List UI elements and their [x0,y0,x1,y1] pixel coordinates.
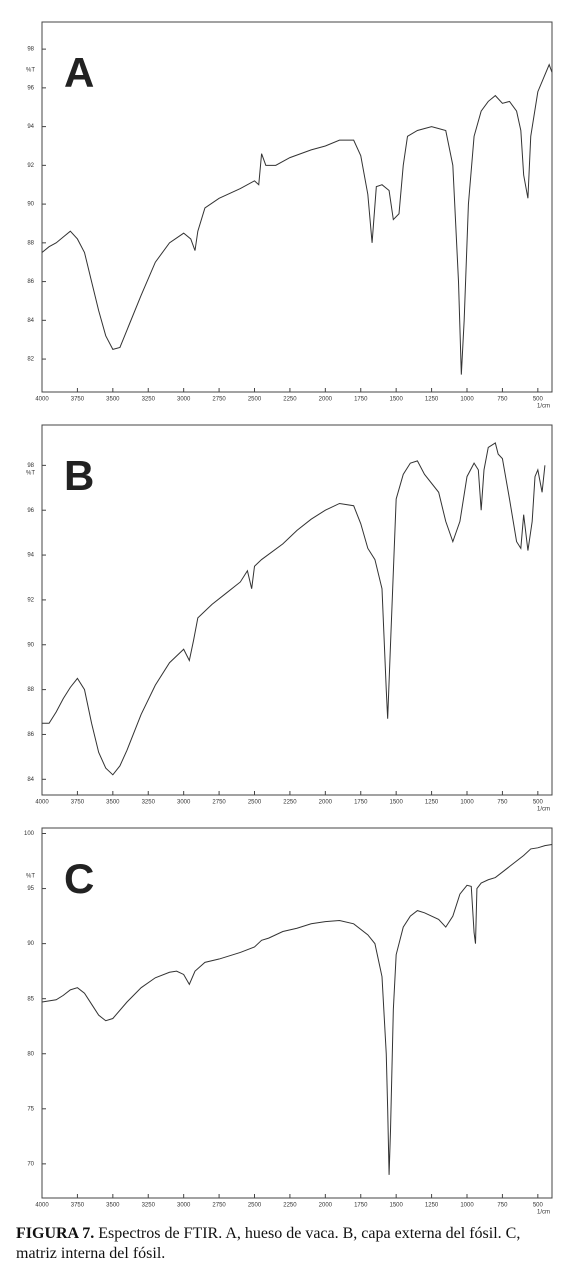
x-tick-label: 750 [497,397,508,403]
x-tick-label: 500 [533,397,544,403]
y-tick-label: 90 [27,941,34,947]
x-tick-label: 2500 [248,397,262,403]
y-tick-label: 90 [27,642,34,648]
y-axis-label: %T [26,68,35,74]
x-tick-label: 1500 [389,397,403,403]
x-tick-label: 3250 [142,1203,156,1209]
x-tick-label: 1000 [460,397,474,403]
y-tick-label: 96 [27,85,34,91]
y-tick-label: 98 [27,47,34,53]
x-tick-label: 750 [497,1203,508,1209]
y-tick-label: 95 [27,886,34,892]
y-tick-label: 90 [27,202,34,208]
x-tick-label: 1000 [460,800,474,806]
y-tick-label: 88 [27,687,34,693]
y-tick-label: 82 [27,357,34,363]
y-tick-label: 86 [27,279,34,285]
x-tick-label: 1250 [425,397,439,403]
x-tick-label: 2250 [283,397,297,403]
x-tick-label: 3750 [71,1203,85,1209]
x-tick-label: 3250 [142,397,156,403]
x-tick-label: 2000 [319,1203,333,1209]
panel-label: B [64,452,94,499]
y-tick-label: 94 [27,124,34,130]
x-axis-label: 1/cm [537,807,550,813]
x-tick-label: 1750 [354,800,368,806]
y-tick-label: 84 [27,318,34,324]
x-axis-label: 1/cm [537,404,550,410]
panel-label: A [64,49,94,96]
y-tick-label: 75 [27,1106,34,1112]
y-tick-label: 86 [27,732,34,738]
spectrum-line [42,442,546,776]
x-tick-label: 2250 [283,800,297,806]
x-tick-label: 3000 [177,1203,191,1209]
x-tick-label: 2750 [212,800,226,806]
x-tick-label: 1500 [389,800,403,806]
x-tick-label: 3750 [71,397,85,403]
spectrum-line [41,844,553,1175]
caption: FIGURA 7. Espectros de FTIR. A, hueso de… [16,1224,561,1264]
charts: 82 84 86 88 90 92 94 96 98 4000 3750 3500 3250 3000 27… [24,21,553,1216]
y-tick-label: 94 [27,553,34,559]
y-tick-label: 92 [27,163,34,169]
x-axis-label: 1/cm [537,1210,550,1215]
y-axis-label: %T [26,471,35,477]
x-tick-label: 2750 [212,397,226,403]
x-tick-label: 1250 [425,1203,439,1209]
plot-frame [41,827,553,1199]
x-tick-label: 1750 [354,1203,368,1209]
x-tick-label: 3000 [177,800,191,806]
caption-label: FIGURA 7. [16,1225,95,1242]
x-tick-label: 750 [497,800,508,806]
x-tick-label: 4000 [35,397,49,403]
x-tick-label: 500 [533,800,544,806]
y-axis-label: %T [26,874,35,880]
y-tick-label: 88 [27,240,34,246]
x-tick-label: 1500 [389,1203,403,1209]
spectrum-line [41,63,553,375]
y-tick-label: 70 [27,1161,34,1167]
x-tick-label: 3750 [71,800,85,806]
x-tick-label: 500 [533,1203,544,1209]
x-tick-label: 2000 [319,397,333,403]
x-tick-label: 3250 [142,800,156,806]
x-tick-label: 3500 [106,1203,120,1209]
x-tick-label: 2500 [248,1203,262,1209]
caption-text: Espectros de FTIR. A, hueso de vaca. B, … [16,1225,521,1262]
x-tick-label: 3500 [106,800,120,806]
x-tick-label: 2500 [248,800,262,806]
plot-frame [41,424,553,796]
x-tick-label: 2250 [283,1203,297,1209]
y-tick-label: 98 [27,463,34,469]
x-tick-label: 3000 [177,397,191,403]
plot-frame [41,21,553,393]
x-tick-label: 1250 [425,800,439,806]
panel-label: C [64,855,94,902]
y-tick-label: 92 [27,597,34,603]
x-tick-label: 3500 [106,397,120,403]
y-tick-label: 80 [27,1051,34,1057]
x-tick-label: 2750 [212,1203,226,1209]
y-tick-label: 100 [24,831,35,837]
y-tick-label: 84 [27,777,34,783]
x-tick-label: 4000 [35,800,49,806]
x-tick-label: 4000 [35,1203,49,1209]
x-tick-label: 2000 [319,800,333,806]
x-tick-label: 1750 [354,397,368,403]
x-tick-label: 1000 [460,1203,474,1209]
y-tick-label: 96 [27,508,34,514]
y-tick-label: 85 [27,996,34,1002]
